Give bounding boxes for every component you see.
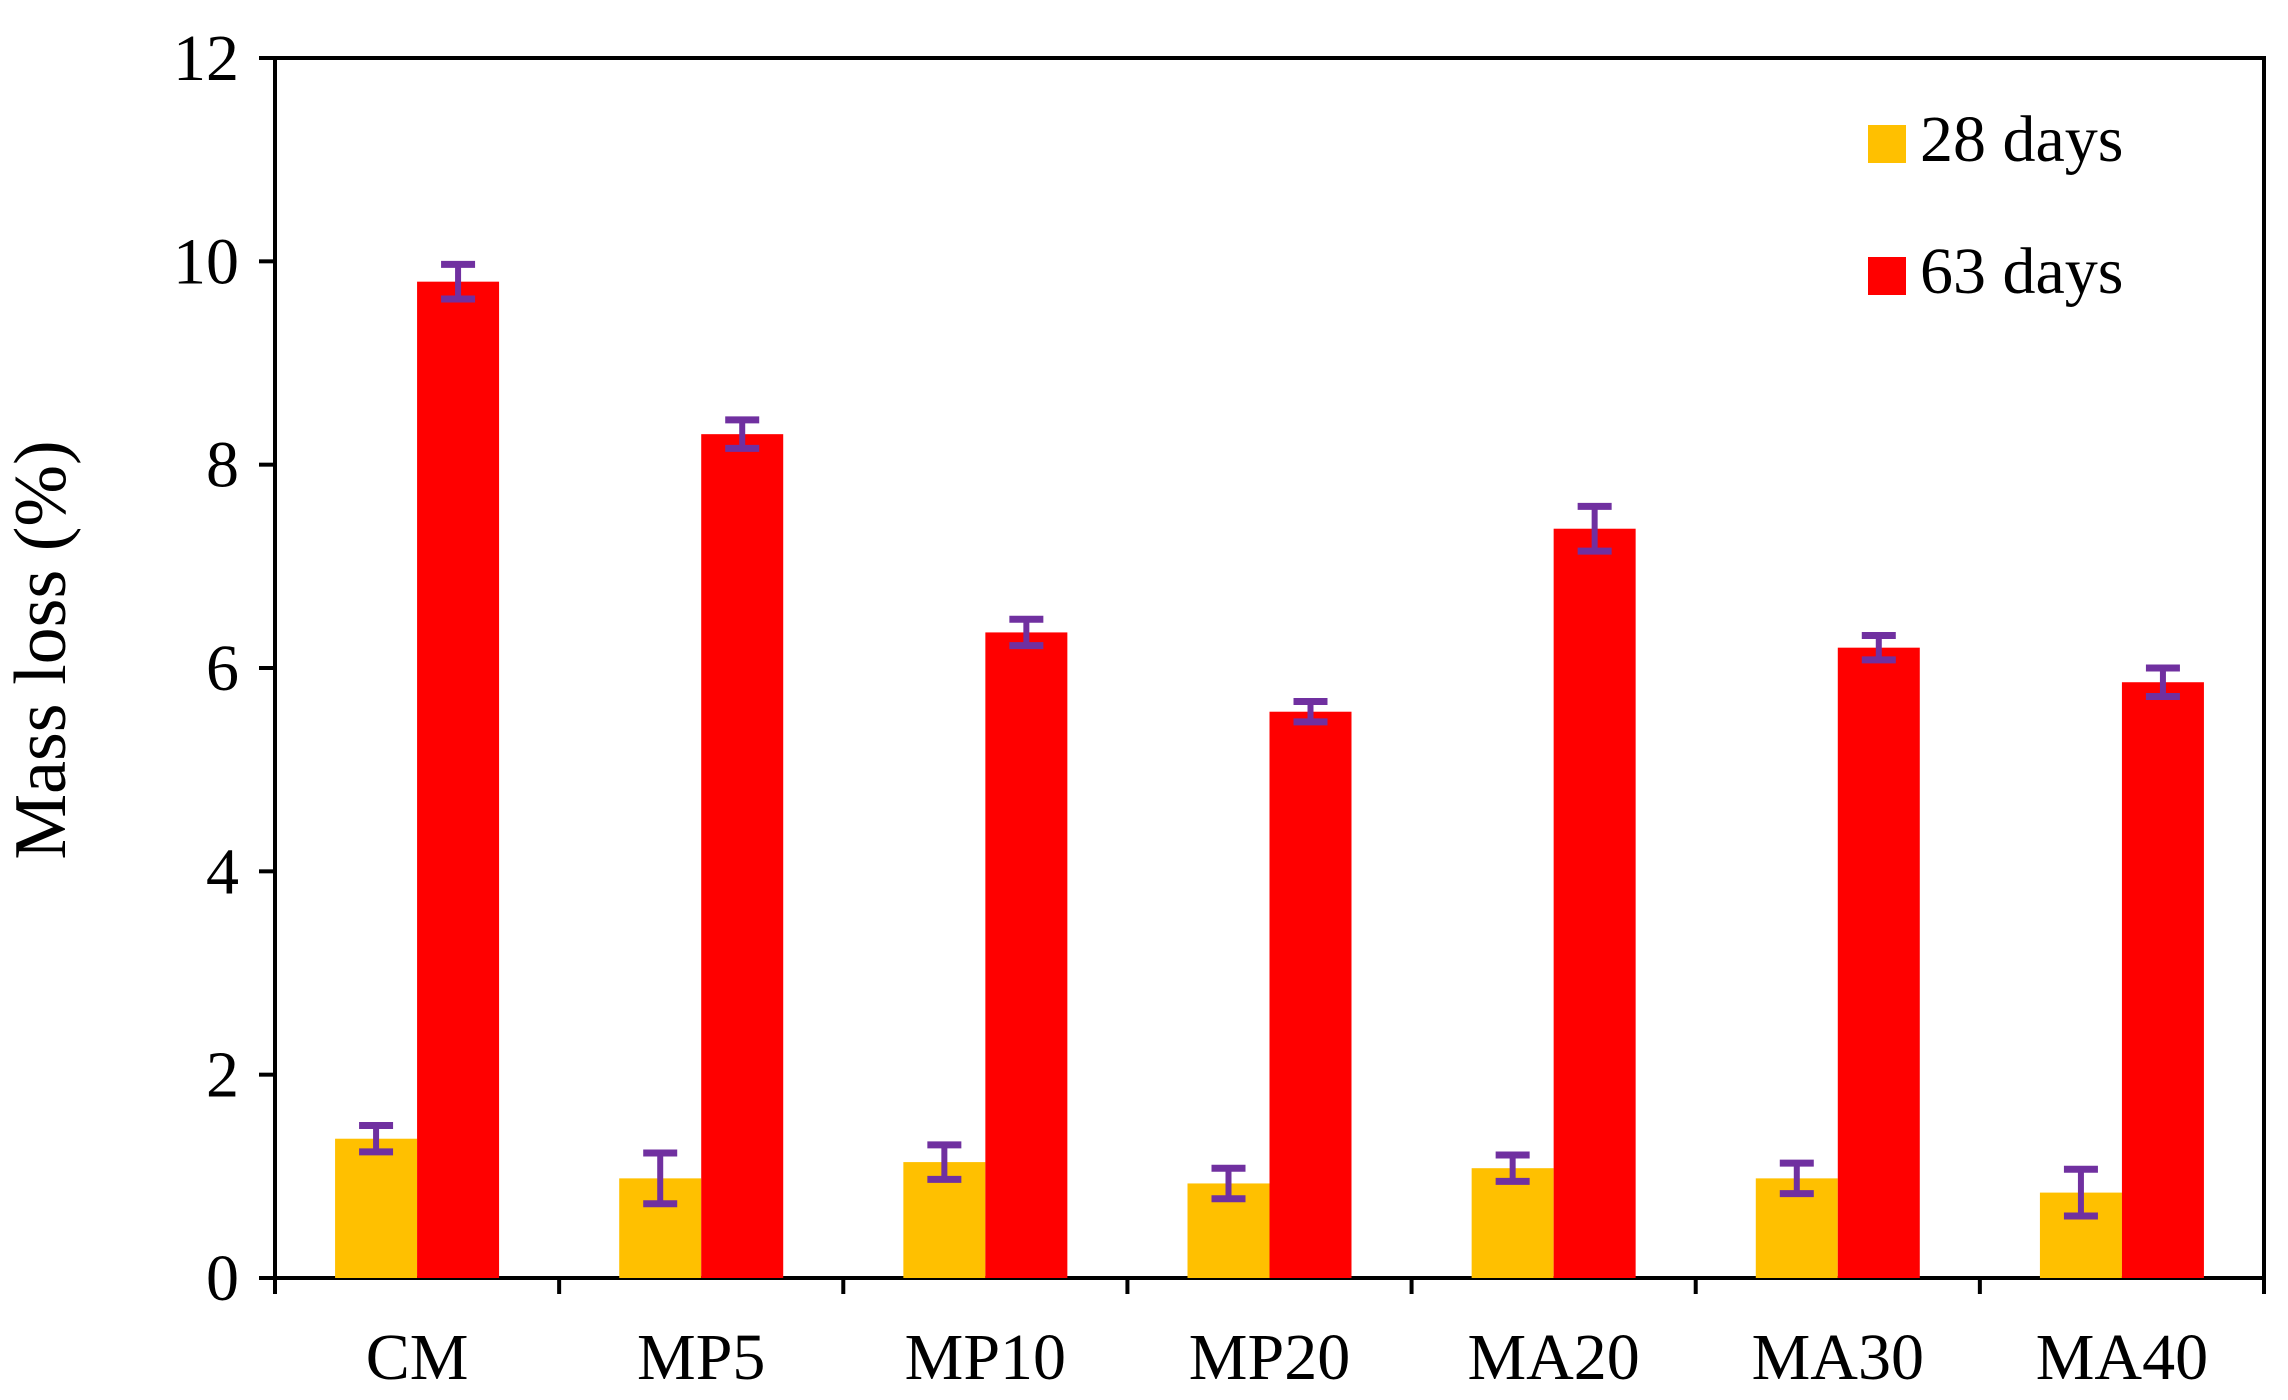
x-tick-label: CM	[366, 1321, 469, 1394]
bar	[1837, 647, 1920, 1278]
x-tick-label: MP20	[1189, 1321, 1350, 1394]
bars-layer	[335, 281, 2204, 1279]
bar	[985, 632, 1068, 1278]
axes-layer: 0 2 4 6 8 10 12 CM MP5 MP10 MP20 MA20 MA30 MA40	[173, 22, 2266, 1394]
legend-swatch	[1868, 257, 1906, 295]
y-tick-label: 10	[173, 225, 239, 298]
error-bars-layer	[359, 260, 2180, 1220]
bar	[417, 281, 500, 1279]
y-tick-label: 8	[206, 429, 239, 502]
x-tick-label: MA40	[2036, 1321, 2208, 1394]
legend-label: 28 days	[1920, 103, 2123, 176]
y-tick-label: 12	[173, 22, 239, 95]
x-tick-label: MP5	[637, 1321, 765, 1394]
y-tick-label: 4	[206, 835, 239, 908]
legend-swatch	[1868, 125, 1906, 163]
bar	[1269, 711, 1352, 1278]
x-tick-label: MA30	[1752, 1321, 1924, 1394]
y-axis-title: Mass loss (%)	[0, 440, 82, 859]
bar	[701, 434, 784, 1279]
legend: 28 days 63 days	[1868, 103, 2123, 308]
bar	[335, 1138, 418, 1278]
bar	[1471, 1168, 1554, 1278]
bar	[1553, 528, 1636, 1278]
y-tick-label: 2	[206, 1039, 239, 1112]
legend-label: 63 days	[1920, 235, 2123, 308]
x-tick-label: MA20	[1467, 1321, 1639, 1394]
x-tick-label: MP10	[905, 1321, 1066, 1394]
bar	[2121, 682, 2204, 1278]
y-tick-label: 0	[206, 1242, 239, 1315]
y-tick-label: 6	[206, 632, 239, 705]
